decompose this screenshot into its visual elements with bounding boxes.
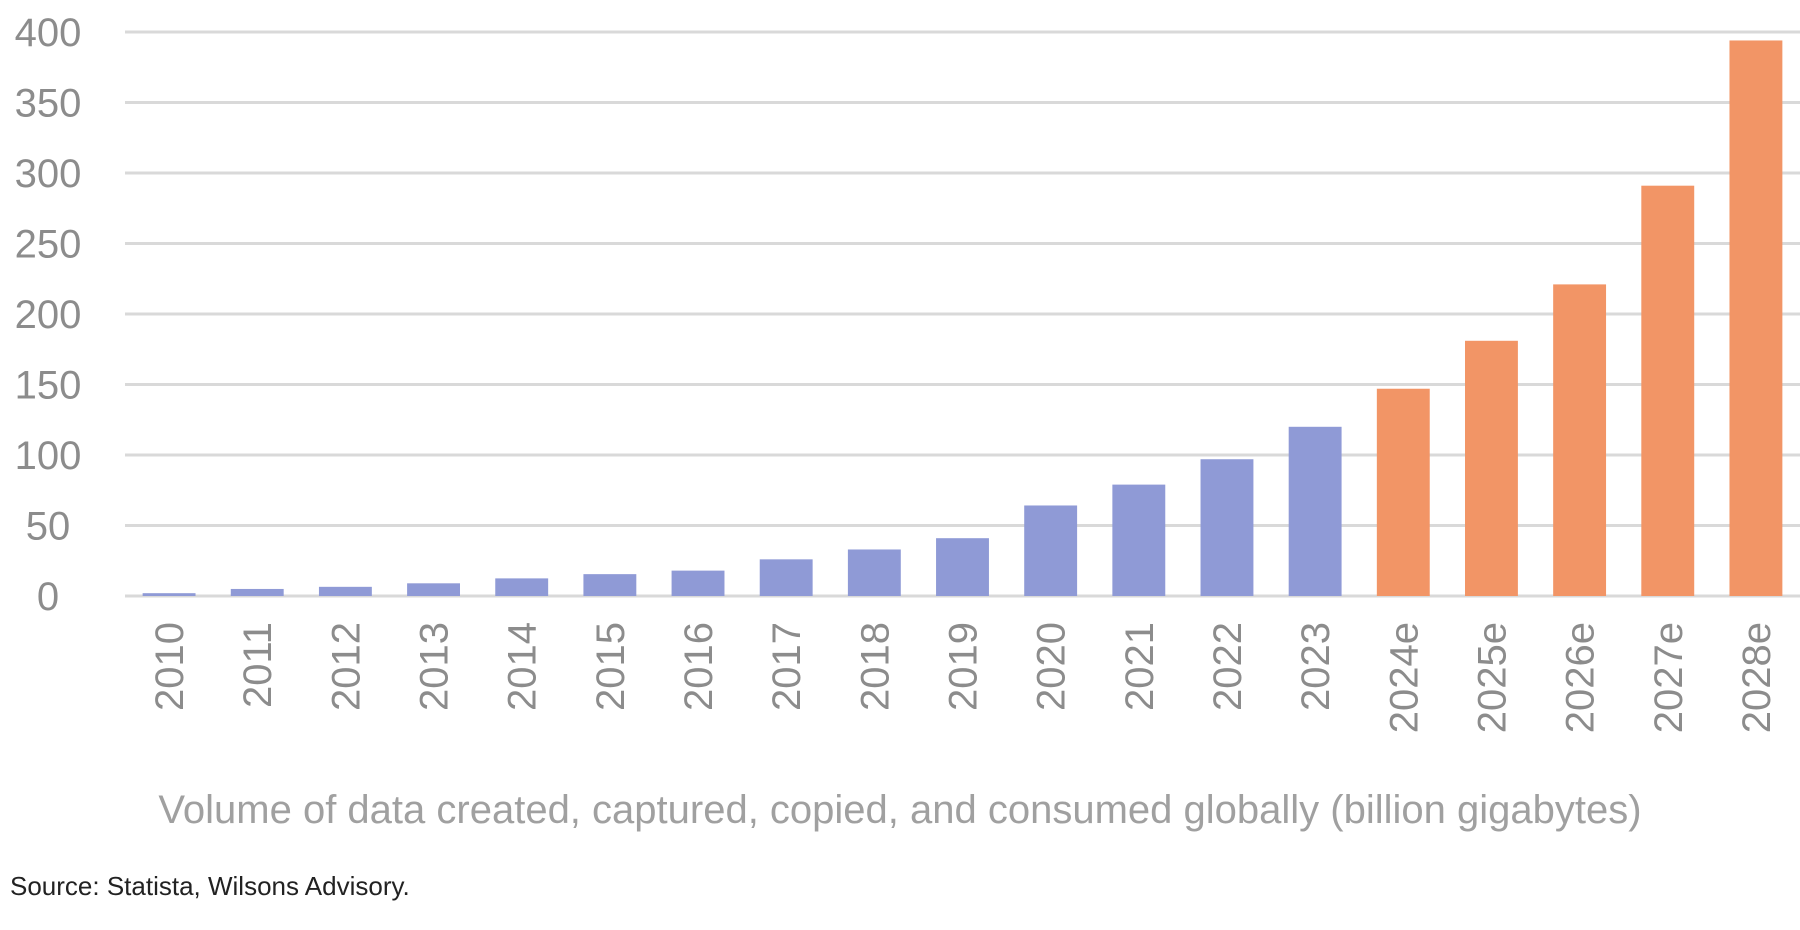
x-tick-label: 2020 <box>1030 622 1074 711</box>
x-tick-label: 2023 <box>1294 622 1338 711</box>
x-tick-label: 2028e <box>1735 622 1779 733</box>
chart-caption: Volume of data created, captured, copied… <box>158 788 1641 832</box>
x-tick-label: 2027e <box>1647 622 1691 733</box>
bar-2027e <box>1641 185 1695 596</box>
x-tick-label: 2011 <box>236 622 280 708</box>
x-axis-ticks: 2010 2011 2012 2013 2014 2015 2016 2017 2018 2019… <box>148 622 1779 733</box>
gridlines <box>125 30 1800 598</box>
bar-2010 <box>142 593 196 596</box>
x-tick-label: 2021 <box>1118 622 1162 711</box>
bar-2023 <box>1288 426 1342 596</box>
x-tick-label: 2012 <box>324 622 368 711</box>
y-axis-ticks: 0 50 100 150 200 250 300 350 400 <box>15 11 82 619</box>
y-tick-label: 150 <box>15 364 82 408</box>
x-tick-label: 2015 <box>589 622 633 711</box>
bar-2025e <box>1465 340 1518 596</box>
x-tick-label: 2013 <box>413 622 457 711</box>
bar-2013 <box>407 583 460 596</box>
y-tick-label: 200 <box>15 293 82 337</box>
y-tick-label: 0 <box>37 575 59 619</box>
bar-2020 <box>1024 505 1078 596</box>
bar-2011 <box>230 588 284 596</box>
y-tick-label: 400 <box>15 11 82 55</box>
y-tick-label: 50 <box>26 505 71 549</box>
source-note: Source: Statista, Wilsons Advisory. <box>10 871 410 901</box>
x-tick-label: 2016 <box>677 622 721 711</box>
bar-2026e <box>1553 284 1607 596</box>
y-tick-label: 350 <box>15 82 82 126</box>
bar-2021 <box>1112 484 1166 596</box>
bar-2012 <box>318 586 372 596</box>
x-tick-label: 2019 <box>942 622 986 711</box>
bars <box>142 40 1783 596</box>
x-tick-label: 2025e <box>1470 622 1514 733</box>
y-tick-label: 250 <box>15 223 82 267</box>
x-tick-label: 2018 <box>853 622 897 711</box>
bar-2024e <box>1376 388 1430 596</box>
y-tick-label: 300 <box>15 152 82 196</box>
x-tick-label: 2010 <box>148 622 192 711</box>
x-tick-label: 2014 <box>501 622 545 711</box>
bar-2015 <box>583 574 637 596</box>
bar-2019 <box>936 538 989 596</box>
bar-2014 <box>495 578 549 596</box>
bar-2028e <box>1729 40 1783 596</box>
bar-2017 <box>759 559 813 596</box>
x-tick-label: 2024e <box>1382 622 1426 733</box>
x-tick-label: 2022 <box>1206 622 1250 711</box>
x-tick-label: 2026e <box>1559 622 1603 733</box>
y-tick-label: 100 <box>15 434 82 478</box>
bar-2022 <box>1200 459 1254 596</box>
bar-2018 <box>847 549 901 596</box>
bar-2016 <box>671 570 725 596</box>
x-tick-label: 2017 <box>765 622 809 711</box>
